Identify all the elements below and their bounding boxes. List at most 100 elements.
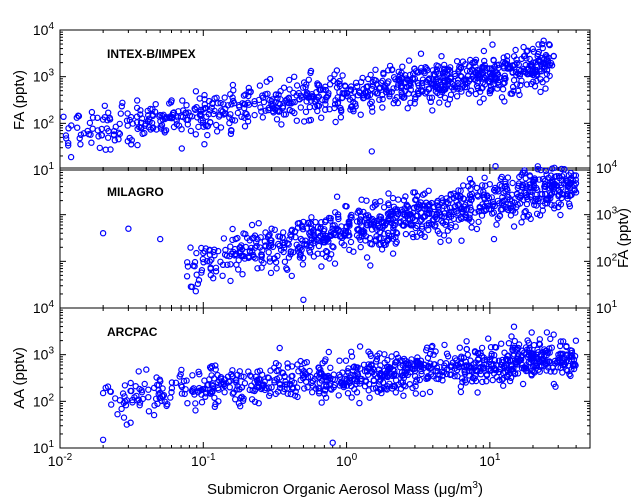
data-point [536, 336, 544, 343]
data-point [543, 351, 550, 359]
data-point [358, 196, 365, 203]
data-point [537, 166, 545, 174]
data-point [509, 179, 516, 187]
data-point [241, 255, 248, 262]
data-point [411, 100, 418, 107]
data-point [287, 248, 294, 255]
data-point [489, 376, 496, 384]
data-point [102, 384, 109, 391]
data-point [429, 82, 436, 89]
data-point [334, 79, 341, 87]
data-point [368, 98, 375, 105]
data-point [565, 354, 573, 361]
data-point [356, 380, 363, 387]
data-point [107, 401, 115, 408]
data-point [534, 163, 542, 170]
data-point [418, 64, 425, 72]
data-point [500, 54, 507, 61]
data-point [449, 80, 456, 88]
data-point [457, 72, 464, 80]
data-point [183, 273, 191, 280]
data-point [540, 37, 547, 44]
data-point [435, 375, 442, 383]
data-point [444, 227, 451, 234]
data-point [483, 372, 491, 379]
data-point [436, 99, 443, 106]
data-point [381, 230, 388, 237]
data-point [538, 356, 546, 364]
data-point [467, 185, 474, 193]
data-point [248, 373, 255, 380]
data-point [507, 212, 515, 219]
data-point [510, 223, 518, 230]
data-point [88, 108, 96, 116]
y-tick-label: 104 [33, 299, 55, 316]
data-point [107, 388, 115, 395]
data-point [289, 108, 296, 115]
data-point [447, 363, 454, 371]
data-point [279, 103, 287, 110]
data-point [129, 120, 136, 127]
y-tick-label: 102 [33, 392, 55, 409]
data-point [350, 375, 357, 382]
data-point [387, 370, 394, 377]
data-point [386, 93, 393, 100]
data-point [384, 356, 391, 364]
data-point [479, 182, 486, 189]
data-point [153, 374, 160, 381]
data-point [280, 84, 288, 91]
x-tick-label: 10-2 [48, 452, 73, 469]
data-point [268, 237, 275, 244]
data-point [329, 222, 336, 229]
data-point [524, 337, 531, 344]
data-point [523, 48, 530, 55]
data-point [315, 390, 323, 397]
data-point [499, 85, 507, 93]
data-point [321, 358, 328, 365]
data-point [191, 258, 199, 266]
data-point [521, 349, 528, 356]
data-point [133, 104, 141, 112]
data-point [303, 81, 310, 88]
data-point [65, 125, 72, 132]
data-point [564, 195, 571, 202]
data-point [347, 106, 354, 113]
data-point [382, 219, 390, 227]
data-point [486, 79, 494, 86]
data-point [466, 362, 473, 370]
data-point [129, 396, 136, 404]
data-point [251, 111, 258, 119]
data-point [128, 387, 135, 395]
data-point [300, 296, 307, 303]
data-point [559, 351, 566, 359]
data-point [64, 142, 72, 149]
data-point [210, 110, 217, 118]
data-point [464, 351, 471, 358]
data-point [373, 232, 380, 240]
data-point [296, 254, 304, 261]
data-point [168, 389, 175, 396]
data-point [353, 380, 360, 388]
data-point [190, 262, 197, 269]
data-point [559, 369, 566, 376]
data-point [458, 237, 465, 244]
data-point [430, 216, 437, 223]
data-point [229, 390, 236, 397]
data-point [410, 91, 418, 98]
data-point [534, 186, 541, 193]
data-point [258, 108, 265, 115]
data-point [348, 394, 355, 401]
data-point [305, 117, 313, 124]
data-point [170, 123, 178, 131]
data-point [159, 112, 166, 120]
data-point [307, 220, 315, 227]
data-point [516, 173, 523, 181]
data-point [451, 373, 458, 380]
data-point [207, 265, 214, 272]
y-tick-label: 101 [33, 439, 55, 456]
data-point [473, 367, 480, 374]
data-point [145, 394, 152, 401]
data-point [111, 395, 119, 402]
data-point [275, 100, 282, 107]
data-point [468, 196, 475, 203]
